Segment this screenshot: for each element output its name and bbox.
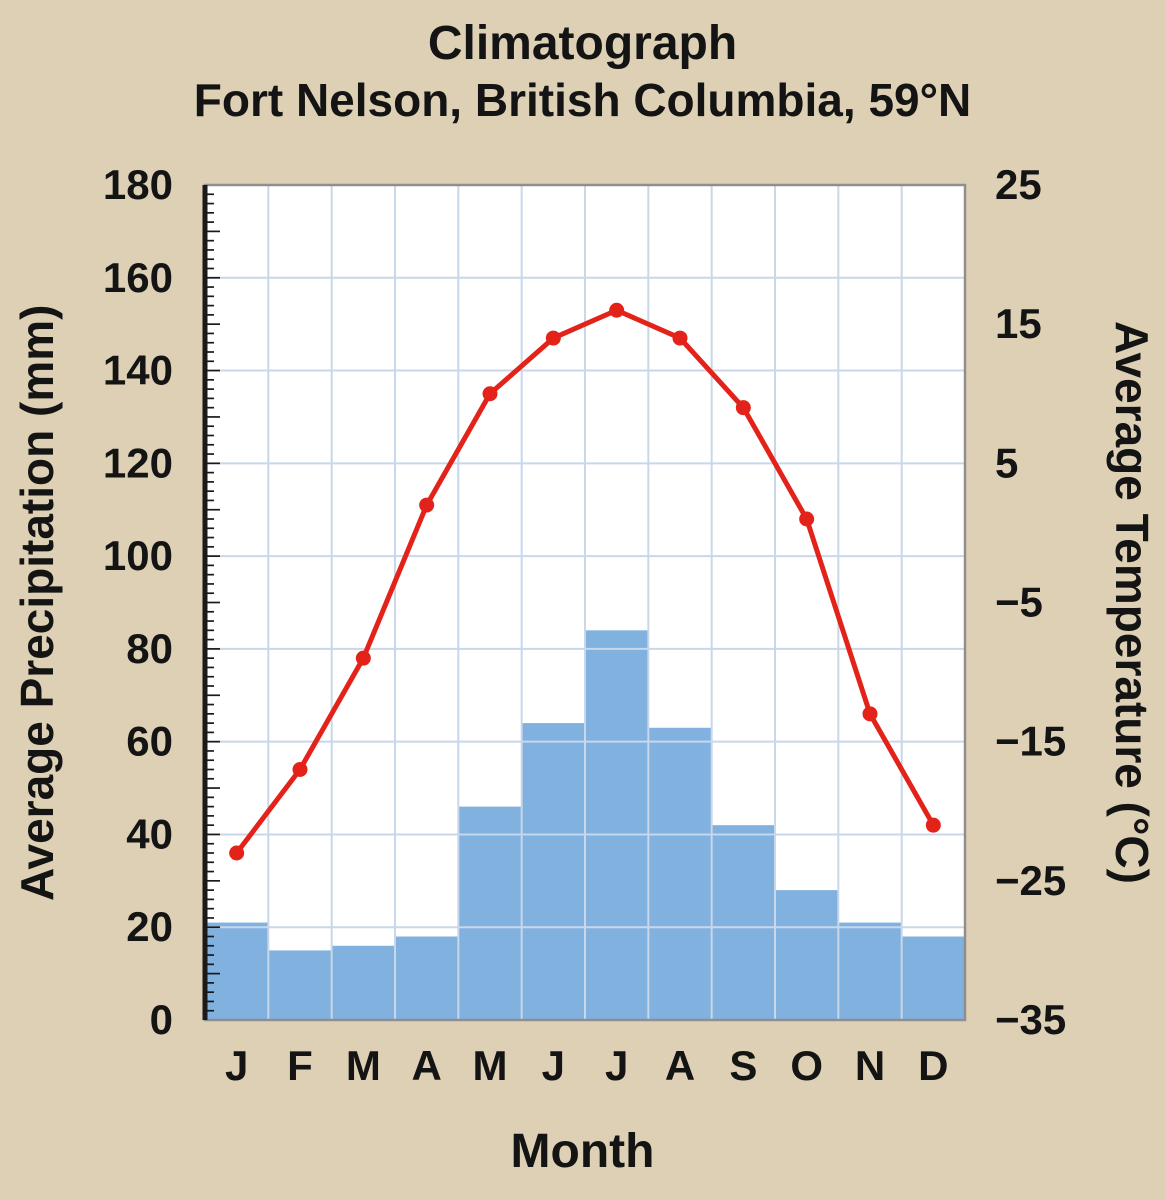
right-tick-label: −25: [995, 857, 1066, 904]
precipitation-bars: [205, 630, 965, 1020]
temperature-point: [292, 762, 308, 777]
precipitation-bar: [205, 922, 269, 1020]
chart-title-line1: Climatograph: [427, 17, 738, 70]
month-label: J: [605, 1042, 628, 1089]
month-label: F: [287, 1042, 313, 1089]
left-tick-label: 60: [126, 718, 173, 765]
month-label: A: [665, 1042, 695, 1089]
right-tick-label: 25: [995, 161, 1042, 208]
temperature-point: [482, 386, 498, 402]
precipitation-bar: [901, 936, 965, 1020]
month-label: S: [729, 1042, 757, 1089]
precipitation-bar: [775, 890, 839, 1020]
temperature-point: [419, 497, 435, 513]
temperature-point: [229, 845, 245, 861]
right-tick-label: −5: [995, 579, 1043, 626]
x-axis-title: Month: [510, 1125, 655, 1178]
right-tick-label: −15: [995, 718, 1066, 765]
right-axis-tick-labels: 25 15 5 −5 −15 −25 −35: [995, 161, 1066, 1043]
left-tick-label: 160: [103, 254, 173, 301]
precipitation-bar: [458, 806, 522, 1020]
right-axis-title: Average Temperature (°C): [1106, 321, 1158, 884]
month-label: A: [411, 1042, 441, 1089]
precipitation-bar: [268, 950, 332, 1020]
left-axis-tick-labels: 180 160 140 120 100 80 60 40 20 0: [103, 161, 173, 1043]
temperature-line: [229, 302, 941, 861]
precipitation-bar: [838, 922, 902, 1020]
left-tick-label: 180: [103, 161, 173, 208]
right-tick-label: 5: [995, 439, 1018, 486]
temperature-point: [925, 817, 941, 833]
month-label: D: [918, 1042, 948, 1089]
temperature-point: [609, 302, 625, 318]
left-tick-label: 0: [150, 996, 173, 1043]
month-label: M: [346, 1042, 381, 1089]
left-tick-label: 80: [126, 625, 173, 672]
precipitation-bar: [395, 936, 459, 1020]
temperature-point: [799, 511, 815, 527]
left-tick-label: 100: [103, 532, 173, 579]
left-tick-label: 120: [103, 439, 173, 486]
temperature-point: [355, 650, 371, 666]
month-label: M: [473, 1042, 508, 1089]
plot-frame: [202, 183, 967, 1022]
precipitation-bar: [648, 727, 712, 1020]
temperature-point: [672, 330, 688, 346]
temperature-point: [545, 330, 561, 346]
chart-title: Climatograph Fort Nelson, British Columb…: [0, 16, 1165, 127]
precipitation-bar: [585, 630, 649, 1020]
chart-title-line2: Fort Nelson, British Columbia, 59°N: [193, 73, 972, 126]
right-tick-label: 15: [995, 300, 1042, 347]
precipitation-bar: [331, 945, 395, 1020]
left-tick-label: 20: [126, 903, 173, 950]
month-label: O: [790, 1042, 823, 1089]
temperature-point: [735, 400, 751, 416]
precipitation-bar: [711, 825, 775, 1020]
temperature-point: [862, 706, 878, 722]
month-label: J: [225, 1042, 248, 1089]
left-tick-label: 40: [126, 810, 173, 857]
month-label: N: [855, 1042, 885, 1089]
left-tick-label: 140: [103, 347, 173, 394]
month-label: J: [542, 1042, 565, 1089]
precipitation-bar: [521, 723, 585, 1020]
right-tick-label: −35: [995, 996, 1066, 1043]
